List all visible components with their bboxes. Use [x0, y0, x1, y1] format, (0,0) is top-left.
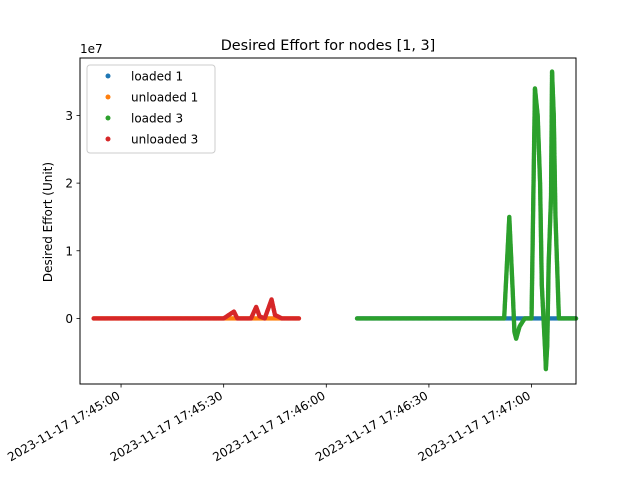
data-point [296, 316, 302, 321]
y-tick-label: 0 [65, 312, 73, 326]
chart-title: Desired Effort for nodes [1, 3] [221, 38, 436, 54]
legend-marker [105, 94, 111, 100]
y-axis-ticks: 0 1 2 3 [65, 109, 80, 326]
legend-label: unloaded 1 [131, 91, 198, 105]
legend-label: unloaded 3 [131, 133, 198, 147]
y-tick-label: 1 [65, 244, 73, 258]
legend-label: loaded 1 [131, 70, 183, 84]
legend-label: loaded 3 [131, 112, 183, 126]
legend-marker [105, 73, 111, 79]
data-points [91, 69, 579, 372]
series-unloaded-3 [91, 297, 302, 321]
y-tick-label: 3 [65, 109, 73, 123]
legend-frame [86, 64, 216, 154]
y-axis-label: Desired Effort (Unit) [41, 162, 55, 282]
series-loaded-3 [354, 69, 579, 372]
legend: loaded 1 unloaded 1 loaded 3 unloaded 3 [86, 64, 216, 154]
legend-marker [105, 136, 111, 142]
plot-frame [79, 57, 577, 385]
y-tick-label: 2 [65, 177, 73, 191]
y-axis-offset-label: 1e7 [80, 42, 103, 56]
legend-marker [105, 115, 111, 121]
